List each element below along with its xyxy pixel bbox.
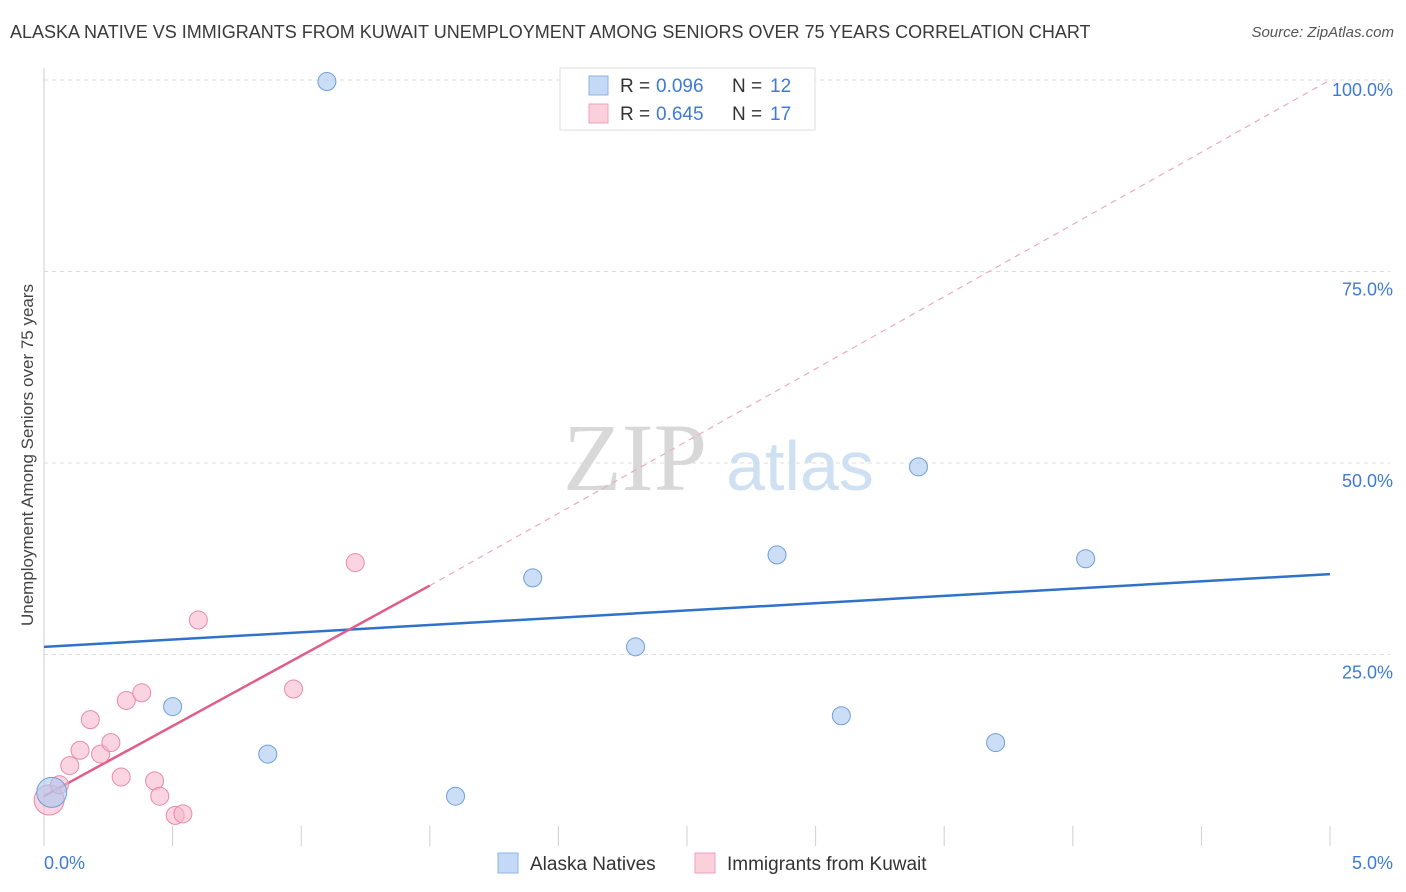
kuwait-point: [283, 679, 303, 699]
kuwait-r-value: 0.645: [656, 104, 704, 125]
kuwait-swatch: [588, 103, 609, 124]
legend-alaska-label: Alaska Natives: [530, 854, 656, 875]
kuwait-point: [345, 553, 365, 573]
alaska-point: [986, 733, 1006, 753]
kuwait-point: [132, 683, 152, 703]
y-tick-label: 50.0%: [1342, 471, 1393, 491]
trend-layer: [43, 79, 1331, 798]
watermark-atlas: atlas: [726, 427, 874, 505]
kuwait-n-label: N =: [732, 104, 762, 125]
kuwait-point: [150, 786, 170, 806]
stats-legend-row-alaska: R = 0.096 N = 12: [588, 75, 791, 97]
kuwait-trend-line: [43, 584, 431, 798]
alaska-point: [767, 545, 787, 565]
kuwait-point: [60, 756, 80, 776]
kuwait-r-label: R =: [620, 104, 650, 125]
alaska-point: [1076, 549, 1096, 569]
alaska-point: [446, 786, 466, 806]
alaska-point: [626, 637, 646, 657]
alaska-point: [317, 72, 337, 92]
points-layer: [33, 72, 1096, 825]
alaska-point: [908, 457, 928, 477]
alaska-r-value: 0.096: [656, 76, 704, 97]
kuwait-point: [188, 610, 208, 630]
y-axis-label: Unemployment Among Seniors over 75 years: [18, 284, 37, 626]
alaska-trend-line: [43, 572, 1331, 649]
alaska-n-value: 12: [770, 76, 791, 97]
chart-title: ALASKA NATIVE VS IMMIGRANTS FROM KUWAIT …: [10, 22, 1091, 42]
grid-layer: [43, 68, 1390, 846]
y-tick-label: 100.0%: [1332, 80, 1393, 100]
legend-kuwait-swatch: [694, 852, 716, 874]
stats-legend: R = 0.096 N = 12 R = 0.645 N = 17: [559, 67, 816, 131]
alaska-swatch: [588, 75, 609, 96]
kuwait-point: [101, 733, 121, 753]
kuwait-point: [116, 690, 136, 710]
kuwait-trend-extension: [429, 79, 1331, 587]
alaska-point: [523, 568, 543, 588]
kuwait-n-value: 17: [770, 104, 791, 125]
kuwait-point: [111, 767, 131, 787]
bottom-legend: Alaska Natives Immigrants from Kuwait: [497, 852, 927, 875]
stats-legend-row-kuwait: R = 0.645 N = 17: [588, 103, 791, 125]
alaska-point: [36, 776, 68, 808]
watermark-zip: ZIP: [563, 404, 707, 511]
x-tick-label: 5.0%: [1352, 853, 1393, 873]
source-label: Source: ZipAtlas.com: [1251, 24, 1394, 41]
alaska-point: [163, 697, 183, 717]
kuwait-point: [80, 710, 100, 730]
y-tick-label: 25.0%: [1342, 663, 1393, 683]
x-tick-label: 0.0%: [44, 853, 85, 873]
legend-alaska-swatch: [497, 852, 519, 874]
y-tick-label: 75.0%: [1342, 280, 1393, 300]
legend-kuwait-label: Immigrants from Kuwait: [727, 854, 927, 875]
kuwait-point: [173, 804, 193, 824]
alaska-n-label: N =: [732, 76, 762, 97]
kuwait-point: [70, 740, 90, 760]
ticks-layer: 25.0% 50.0% 75.0% 100.0% 0.0% 5.0%: [44, 80, 1393, 873]
alaska-point: [831, 706, 851, 726]
alaska-r-label: R =: [620, 76, 650, 97]
alaska-point: [258, 744, 278, 764]
